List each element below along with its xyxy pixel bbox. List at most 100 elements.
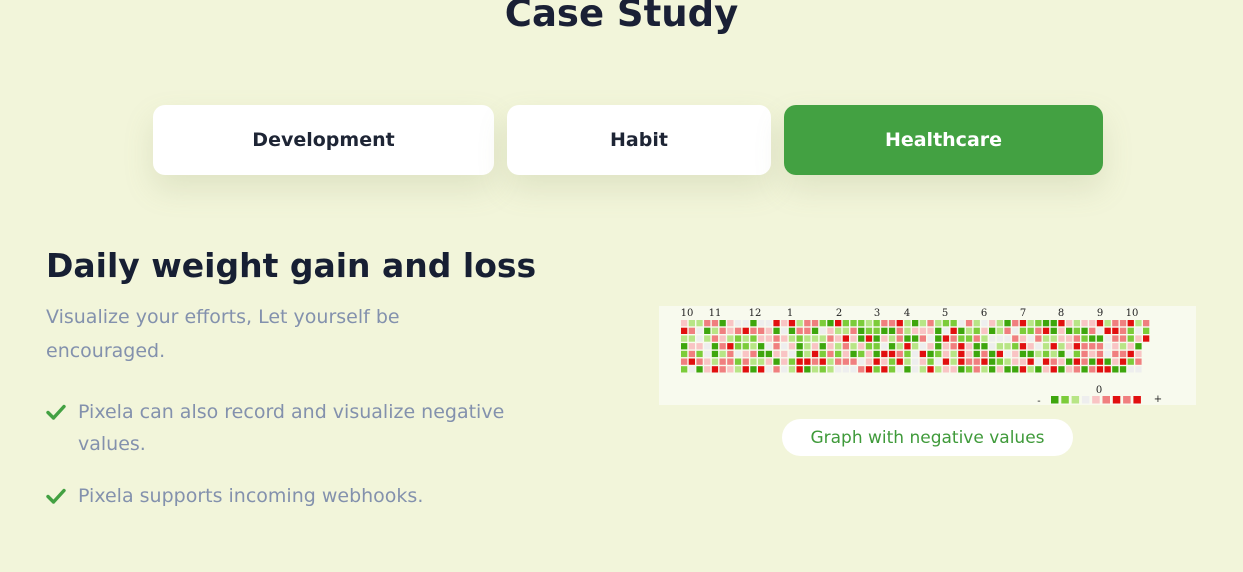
feature-item: Pixela supports incoming webhooks. [46,480,516,512]
graph-pixel [1066,350,1073,358]
graph-pixel [796,343,803,350]
graph-pixel [850,335,857,342]
graph-pixel [842,343,849,350]
graph-pixel [950,335,957,342]
graph-pixel [942,343,950,350]
graph-pixel [1112,366,1119,373]
graph-pixel [827,327,834,334]
graph-pixel [704,327,711,334]
graph-pixel [1027,358,1034,365]
graph-pixel [811,358,819,365]
graph-pixel [1035,350,1042,358]
graph-pixel [1050,358,1057,365]
graph-pixel [858,366,865,373]
graph-pixel [842,358,849,365]
legend-minus-label: - [1037,396,1040,405]
graph-pixel [1096,358,1104,365]
graph-pixel [850,350,857,358]
graph-pixel [811,350,819,358]
graph-pixel [696,327,703,334]
graph-pixel [835,358,842,365]
graph-pixel [896,335,903,342]
graph-pixel [888,366,896,373]
graph-pixel [896,343,903,350]
graph-pixel [688,350,695,358]
graph-pixel [942,366,950,373]
graph-pixel [1089,350,1096,358]
graph-pixel [688,366,695,373]
graph-pixel [996,366,1003,373]
graph-pixel [1112,350,1119,358]
graph-pixel [858,320,865,327]
graph-pixel [850,343,857,350]
graph-pixel [758,358,765,365]
graph-pixel [989,350,996,358]
graph-pixel [1104,350,1111,358]
graph-pixel [1058,320,1065,327]
tab-healthcare[interactable]: Healthcare [784,105,1103,175]
graph-pixel [804,327,811,334]
graph-pixel [989,358,996,365]
tab-development[interactable]: Development [153,105,494,175]
graph-pixel [973,350,980,358]
graph-pixel [765,358,772,365]
graph-pixel [1004,366,1011,373]
graph-pixel [1058,343,1065,350]
graph-pixel [865,366,873,373]
graph-pixel [1004,358,1011,365]
graph-pixel [773,343,780,350]
graph-pixel [681,350,688,358]
graph-pixel [1004,343,1011,350]
graph-pixel [704,320,711,327]
graph-pixel [1019,327,1027,334]
graph-pixel [850,366,857,373]
graph-pixel [1058,327,1065,334]
graph-pixel [719,327,726,334]
graph-pixel [1096,366,1104,373]
graph-pixel [888,358,896,365]
graph-pixel [1135,320,1142,327]
graph-pixel [1019,358,1027,365]
graph-pixel [696,366,703,373]
graph-pixel [1004,327,1011,334]
graph-pixel [1035,343,1042,350]
graph-pixel [958,335,965,342]
feature-list: Pixela can also record and visualize neg… [46,396,516,512]
graph-pixel [881,358,888,365]
graph-pixel [1019,320,1027,327]
graph-pixel [835,335,842,342]
graph-pixel [819,366,826,373]
graph-pixel [788,335,796,342]
graph-pixel [719,320,726,327]
legend-swatch [1133,396,1141,404]
graph-pixel [858,343,865,350]
graph-pixel [989,343,996,350]
graph-pixel [1127,366,1134,373]
graph-pixel [881,343,888,350]
graph-pixel [1112,335,1119,342]
graph-pixel [827,335,834,342]
graph-pixel [981,350,988,358]
graph-pixel [835,320,842,327]
graph-pixel [811,327,819,334]
graph-pixel [965,358,973,365]
graph-pixel [696,320,703,327]
graph-pixel [996,320,1003,327]
graph-pixel [827,320,834,327]
graph-pixel [950,320,957,327]
graph-pixel [927,327,934,334]
graph-pixel [827,343,834,350]
graph-pixel [927,358,934,365]
graph-pixel [873,350,880,358]
graph-pixel [912,350,919,358]
graph-pixel [1143,327,1150,334]
graph-pixel [773,320,780,327]
graph-pixel [981,358,988,365]
check-icon [46,488,66,504]
graph-pixel [1127,350,1134,358]
tab-habit[interactable]: Habit [507,105,771,175]
graph-pixel [788,358,796,365]
graph-pixel [865,350,873,358]
graph-pixel [896,358,903,365]
graph-pixel [696,358,703,365]
